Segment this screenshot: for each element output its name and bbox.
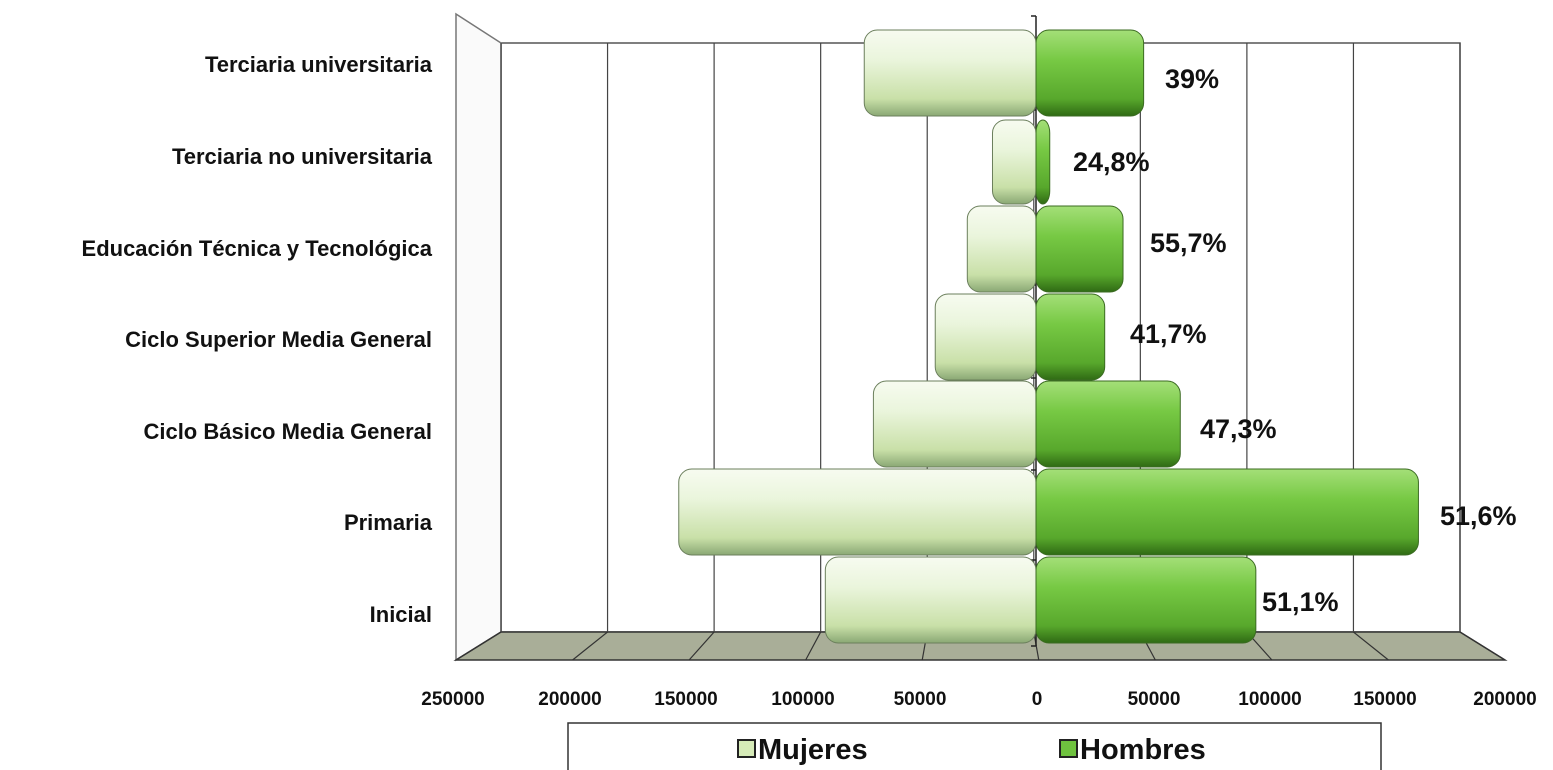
legend-swatch-hombres	[1059, 739, 1078, 758]
legend-entry-mujeres: Mujeres	[737, 734, 868, 766]
category-label: Ciclo Básico Media General	[143, 419, 432, 444]
bar-hombres	[1035, 468, 1419, 556]
bar-mujeres	[872, 380, 1037, 468]
category-label: Educación Técnica y Tecnológica	[82, 236, 433, 261]
data-label-pct: 47,3%	[1200, 414, 1277, 444]
legend-entry-hombres: Hombres	[1059, 734, 1206, 766]
bar-mujeres	[678, 468, 1037, 556]
bar-mujeres	[934, 293, 1037, 381]
bar-hombres	[1035, 119, 1051, 205]
side-wall	[455, 12, 502, 662]
bar-hombres	[1035, 293, 1106, 381]
x-tick-label: 50000	[894, 689, 947, 710]
legend: Mujeres Hombres	[567, 722, 1382, 770]
bar-mujeres	[991, 119, 1037, 205]
bar-hombres	[1035, 380, 1181, 468]
x-tick-label: 50000	[1128, 689, 1181, 710]
bars-group	[678, 29, 1419, 644]
bar-hombres	[1035, 556, 1257, 644]
data-label-pct: 39%	[1165, 64, 1219, 94]
x-tick-label: 0	[1032, 689, 1043, 710]
data-labels: 39% 24,8% 55,7% 41,7% 47,3% 51,6% 51,1%	[1073, 64, 1517, 617]
x-tick-label: 150000	[1353, 689, 1416, 710]
x-tick-label: 100000	[771, 689, 834, 710]
bar-mujeres	[863, 29, 1037, 117]
category-labels: Terciaria universitaria Terciaria no univ…	[82, 52, 433, 627]
floor-gridline	[1459, 631, 1506, 661]
data-label-pct: 55,7%	[1150, 228, 1227, 258]
data-label-pct: 51,6%	[1440, 501, 1517, 531]
category-label: Inicial	[370, 602, 432, 627]
category-label: Terciaria no universitaria	[172, 144, 433, 169]
data-label-pct: 24,8%	[1073, 147, 1150, 177]
bar-mujeres	[966, 205, 1037, 293]
x-tick-label: 200000	[1473, 689, 1536, 710]
floor-gridline	[688, 631, 715, 661]
data-label-pct: 51,1%	[1262, 587, 1339, 617]
legend-label-mujeres: Mujeres	[758, 734, 868, 766]
legend-swatch-mujeres	[737, 739, 756, 758]
x-tick-label: 200000	[538, 689, 601, 710]
category-label: Terciaria universitaria	[205, 52, 433, 77]
floor-gridline	[1353, 631, 1389, 661]
bar-hombres	[1035, 29, 1145, 117]
floor-gridline	[805, 631, 822, 661]
category-label: Ciclo Superior Media General	[125, 327, 432, 352]
bar-mujeres	[824, 556, 1037, 644]
x-tick-label: 100000	[1238, 689, 1301, 710]
category-label: Primaria	[344, 510, 433, 535]
floor-gridline	[455, 631, 502, 661]
floor-gridline	[572, 631, 608, 661]
legend-label-hombres: Hombres	[1080, 734, 1206, 766]
x-tick-label: 150000	[654, 689, 717, 710]
x-tick-label: 250000	[421, 689, 484, 710]
legend-box	[567, 722, 1382, 770]
data-label-pct: 41,7%	[1130, 319, 1207, 349]
bar-hombres	[1035, 205, 1124, 293]
x-axis-tick-labels: 250000 200000 150000 100000 50000 0 50000 10000…	[421, 689, 1536, 710]
